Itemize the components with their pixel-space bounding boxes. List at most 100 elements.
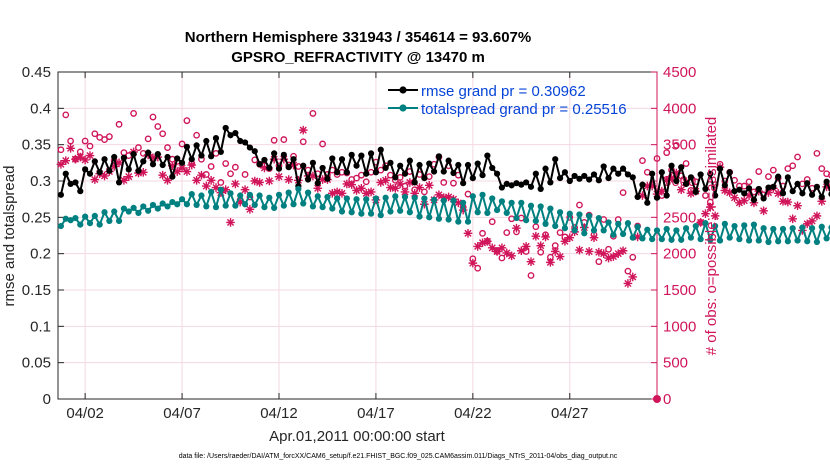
series-point xyxy=(668,162,675,169)
y-left-tick-label: 0.05 xyxy=(22,355,51,372)
obs-assimilated-marker xyxy=(512,223,521,233)
obs-assimilated-marker xyxy=(638,191,647,200)
obs-possible-marker xyxy=(101,136,108,143)
series-point xyxy=(178,196,186,203)
series-point xyxy=(377,146,384,153)
series-point xyxy=(440,168,447,175)
obs-assimilated-marker xyxy=(114,158,124,168)
series-point xyxy=(227,132,234,139)
obs-possible-marker xyxy=(115,120,123,128)
obs-possible-marker xyxy=(769,166,777,174)
series-point xyxy=(663,192,670,199)
obs-assimilated-marker xyxy=(61,156,71,165)
series-point xyxy=(125,166,132,173)
series-point xyxy=(804,180,811,187)
obs-assimilated-marker xyxy=(657,186,667,196)
obs-assimilated-marker xyxy=(177,163,187,173)
series-point xyxy=(779,190,787,197)
series-point xyxy=(154,205,161,212)
obs-possible-marker xyxy=(702,192,709,199)
series-point xyxy=(474,160,481,167)
obs-assimilated-marker xyxy=(507,251,516,261)
obs-assimilated-marker xyxy=(255,178,264,187)
obs-assimilated-marker xyxy=(643,181,652,191)
series-point xyxy=(217,148,224,156)
series-point xyxy=(561,169,569,176)
series-point xyxy=(716,165,724,172)
y-left-tick-label: 0.15 xyxy=(22,282,51,299)
obs-possible-marker xyxy=(241,171,249,178)
obs-assimilated-marker xyxy=(221,185,230,195)
series-point xyxy=(532,170,539,177)
series-point xyxy=(275,165,283,172)
series-assimilated xyxy=(56,125,830,288)
obs-assimilated-marker xyxy=(187,160,197,170)
series-point xyxy=(775,238,782,245)
obs-assimilated-marker xyxy=(667,173,676,183)
series-point xyxy=(503,180,510,188)
series-point xyxy=(736,186,743,193)
series-point xyxy=(86,220,94,227)
series-point xyxy=(164,203,171,210)
series-point xyxy=(198,152,205,159)
y-axis-label-right: # of obs: o=possible; ∗=assimilated xyxy=(703,117,720,356)
obs-possible-marker xyxy=(135,144,142,151)
series-point xyxy=(62,215,69,222)
series-point xyxy=(595,177,602,184)
obs-assimilated-marker xyxy=(676,185,686,195)
obs-assimilated-marker xyxy=(458,205,468,215)
obs-assimilated-marker xyxy=(599,249,608,258)
series-point xyxy=(460,180,467,187)
series-point xyxy=(416,213,423,220)
series-point xyxy=(348,151,355,158)
obs-possible-marker xyxy=(67,137,75,145)
series-point xyxy=(314,180,321,187)
obs-possible-marker xyxy=(663,149,671,157)
obs-possible-marker xyxy=(86,142,94,150)
series-point xyxy=(799,224,806,231)
series-point xyxy=(96,169,103,176)
obs-assimilated-marker xyxy=(434,190,444,200)
obs-assimilated-marker xyxy=(706,202,715,212)
obs-assimilated-marker xyxy=(701,209,710,218)
series-point xyxy=(610,165,617,172)
series-point xyxy=(411,179,418,186)
series-point xyxy=(692,222,699,230)
series-point xyxy=(484,209,491,217)
obs-assimilated-marker xyxy=(580,223,589,232)
obs-assimilated-marker xyxy=(381,175,390,185)
series-point xyxy=(644,226,651,233)
series-point xyxy=(169,173,176,180)
x-tick-label: 04/22 xyxy=(454,405,492,422)
obs-assimilated-marker xyxy=(473,242,482,251)
series-point xyxy=(149,201,157,209)
obs-assimilated-marker xyxy=(604,253,613,263)
series-point xyxy=(329,155,336,162)
y-left-tick-label: 0.45 xyxy=(22,64,51,81)
series-point xyxy=(241,139,249,146)
series-point xyxy=(760,225,767,232)
y-left-tick-label: 0.25 xyxy=(22,209,51,226)
series-point xyxy=(605,219,612,226)
obs-assimilated-marker xyxy=(536,241,545,250)
obs-possible-marker xyxy=(362,178,370,186)
obs-assimilated-marker xyxy=(318,175,327,184)
obs-possible-marker xyxy=(474,264,482,272)
series-point xyxy=(508,182,515,189)
obs-assimilated-marker xyxy=(231,179,240,189)
obs-possible-marker xyxy=(745,178,753,186)
obs-assimilated-marker xyxy=(400,187,410,197)
series-point xyxy=(702,185,709,193)
series-point xyxy=(537,185,544,193)
series-point xyxy=(479,172,486,179)
series-point xyxy=(101,156,108,163)
series-point xyxy=(629,174,636,181)
series-point xyxy=(174,155,181,162)
series-point xyxy=(590,227,598,234)
obs-possible-marker xyxy=(420,188,428,196)
obs-assimilated-marker xyxy=(100,171,109,181)
series-point xyxy=(532,217,539,225)
series-point xyxy=(707,170,714,177)
y-right-tick-label: 1000 xyxy=(663,318,696,335)
series-point xyxy=(581,230,588,237)
